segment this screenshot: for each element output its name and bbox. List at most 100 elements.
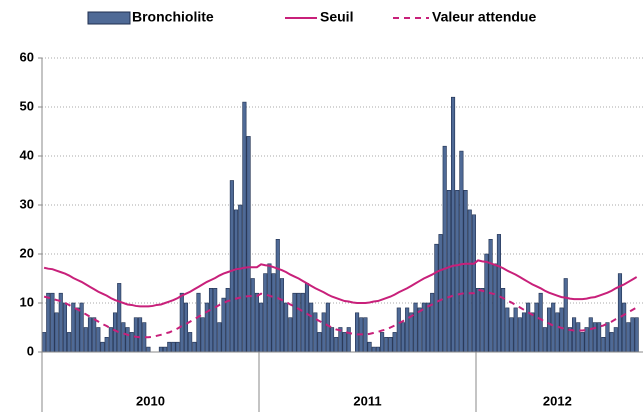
year-label: 2011 bbox=[353, 393, 381, 408]
bar bbox=[100, 341, 105, 353]
bar bbox=[572, 317, 577, 353]
bar bbox=[104, 336, 109, 353]
bar bbox=[267, 263, 272, 353]
bar bbox=[188, 332, 193, 353]
bar bbox=[613, 327, 618, 353]
bar bbox=[538, 292, 543, 353]
bar bbox=[271, 273, 276, 353]
bar bbox=[446, 190, 451, 353]
bar bbox=[476, 287, 481, 353]
bar bbox=[622, 302, 627, 353]
bar bbox=[329, 327, 335, 353]
bar bbox=[509, 317, 514, 353]
bar bbox=[284, 302, 289, 353]
bar bbox=[225, 287, 230, 353]
bar bbox=[238, 204, 243, 353]
bar bbox=[175, 341, 180, 353]
legend-label: Bronchiolite bbox=[132, 9, 214, 25]
bar bbox=[250, 278, 255, 353]
bar bbox=[609, 332, 614, 353]
bar bbox=[200, 317, 205, 353]
bar bbox=[83, 327, 88, 353]
bar bbox=[196, 292, 201, 353]
y-tick-label: 60 bbox=[20, 49, 34, 64]
bar bbox=[71, 302, 76, 353]
bar bbox=[492, 263, 497, 353]
y-tick-label: 40 bbox=[20, 147, 34, 162]
bar bbox=[146, 346, 151, 353]
bar bbox=[304, 283, 310, 353]
bar bbox=[50, 292, 55, 353]
bar bbox=[463, 190, 468, 353]
bar bbox=[434, 243, 439, 353]
bar bbox=[555, 312, 560, 353]
bar bbox=[400, 322, 406, 353]
bar bbox=[505, 307, 510, 353]
bar bbox=[375, 346, 380, 353]
bar bbox=[580, 332, 585, 353]
bar bbox=[380, 332, 385, 353]
bar bbox=[334, 336, 339, 353]
bar bbox=[246, 136, 251, 353]
y-tick-label: 50 bbox=[20, 98, 34, 113]
bar bbox=[346, 327, 351, 353]
bar bbox=[254, 292, 259, 353]
bar bbox=[288, 317, 293, 353]
bar bbox=[213, 287, 218, 353]
bar bbox=[467, 209, 472, 353]
bar bbox=[363, 317, 368, 353]
bar bbox=[317, 332, 322, 353]
bar bbox=[125, 327, 130, 353]
bar bbox=[158, 346, 163, 353]
bar bbox=[171, 341, 176, 353]
bar bbox=[455, 190, 460, 353]
bar bbox=[634, 317, 639, 353]
bar bbox=[542, 327, 547, 353]
bar bbox=[321, 312, 326, 353]
bar bbox=[417, 307, 422, 353]
legend-swatch bbox=[87, 11, 131, 25]
bar bbox=[530, 312, 535, 353]
bar bbox=[292, 292, 297, 353]
bar bbox=[559, 307, 564, 353]
bar bbox=[388, 336, 393, 353]
bar bbox=[221, 297, 226, 353]
bar bbox=[279, 278, 285, 353]
bar bbox=[87, 317, 93, 353]
legend-label: Seuil bbox=[320, 9, 353, 25]
bar bbox=[626, 322, 631, 353]
bar bbox=[526, 302, 531, 353]
bar bbox=[430, 292, 435, 353]
bar bbox=[367, 341, 372, 353]
bar bbox=[546, 307, 552, 353]
bar bbox=[67, 332, 72, 353]
bar bbox=[567, 327, 572, 353]
bar bbox=[242, 101, 247, 353]
bar bbox=[183, 302, 189, 353]
line-series bbox=[43, 288, 638, 339]
bar bbox=[534, 302, 539, 353]
bar bbox=[459, 150, 464, 353]
bar bbox=[92, 317, 97, 353]
bar bbox=[275, 239, 280, 353]
bar bbox=[112, 312, 118, 353]
bar bbox=[121, 322, 126, 353]
bar bbox=[597, 322, 602, 353]
bar bbox=[96, 327, 101, 353]
bar bbox=[563, 278, 568, 353]
bar bbox=[62, 302, 68, 353]
bar bbox=[384, 336, 389, 353]
y-tick-label: 10 bbox=[20, 294, 34, 309]
bar bbox=[300, 292, 305, 353]
bar bbox=[480, 287, 485, 353]
legend-label: Valeur attendue bbox=[432, 9, 536, 25]
bar bbox=[484, 253, 489, 353]
y-tick-label: 0 bbox=[27, 343, 34, 358]
bar bbox=[296, 292, 301, 353]
bar bbox=[630, 317, 635, 353]
y-tick-label: 20 bbox=[20, 245, 34, 260]
bar bbox=[584, 327, 589, 353]
bar bbox=[208, 287, 214, 353]
bar bbox=[75, 307, 80, 353]
year-label: 2010 bbox=[136, 393, 165, 408]
